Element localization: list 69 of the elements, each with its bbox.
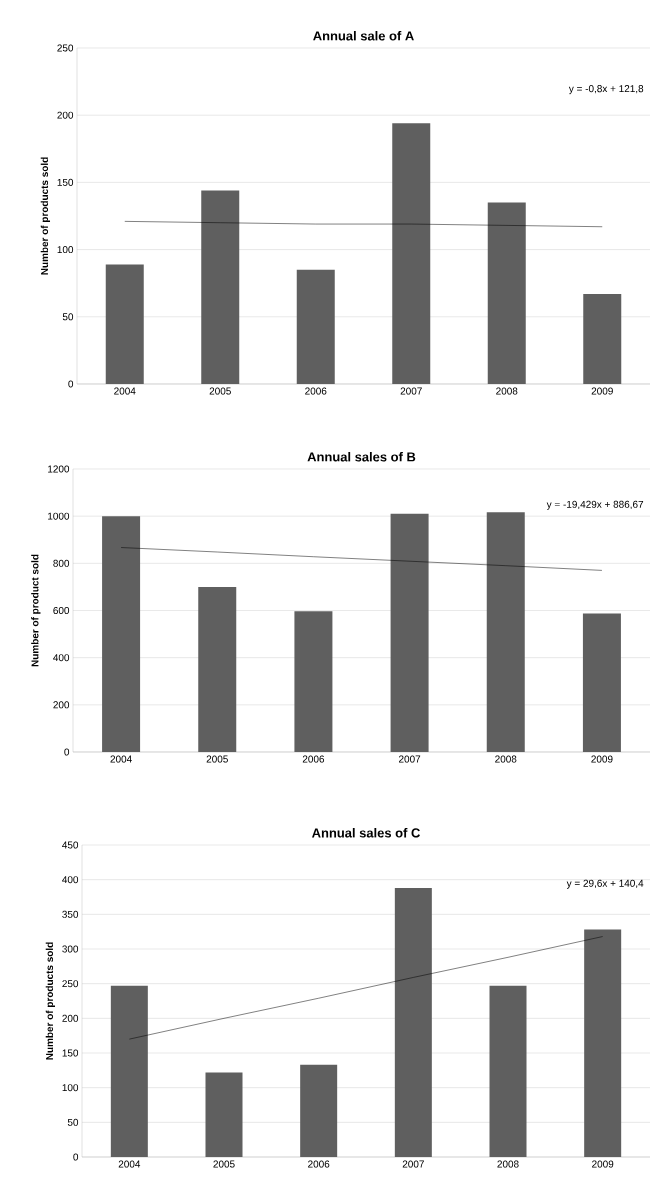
chart-title: Annual sales of C [311, 827, 420, 838]
bar [205, 1072, 243, 1157]
line-series [129, 936, 603, 1040]
x-tick-label: 2005 [206, 755, 228, 763]
y-tick-label: 800 [53, 559, 70, 567]
bar [489, 985, 527, 1157]
annotation: y = -19,429x + 886,67 [546, 500, 644, 510]
y-tick-label: 1200 [48, 465, 70, 473]
bar [105, 264, 144, 384]
bar [102, 516, 141, 752]
bar [390, 513, 429, 752]
x-tick-label: 2007 [402, 1160, 424, 1168]
x-tick-label: 2006 [302, 755, 325, 763]
bar [583, 293, 622, 384]
y-tick-label: 0 [73, 1153, 79, 1161]
chart-title: Annual sales of B [307, 451, 416, 462]
y-tick-label: 1000 [48, 512, 70, 520]
bar [294, 611, 333, 752]
x-tick-label: 2005 [213, 1160, 235, 1168]
x-tick-label: 2008 [497, 1160, 519, 1168]
y-tick-label: 600 [53, 606, 70, 615]
x-tick-label: 2006 [305, 387, 327, 395]
bar [394, 887, 432, 1157]
x-tick-label: 2006 [308, 1160, 330, 1168]
bar [584, 929, 622, 1157]
y-tick-label: 200 [57, 111, 74, 119]
y-tick-label: 400 [53, 654, 70, 662]
bar [201, 190, 240, 384]
annotation: y = -0,8x + 121,8 [568, 85, 644, 95]
y-axis-title: Number of products sold [45, 942, 56, 1060]
x-tick-label: 2004 [110, 755, 132, 763]
annotation: y = 29,6x + 140,4 [566, 879, 644, 889]
x-tick-label: 2008 [496, 387, 518, 395]
y-tick-label: 50 [67, 1118, 79, 1126]
bar [392, 123, 431, 384]
y-axis-title: Number of products sold [40, 157, 51, 275]
x-tick-label: 2009 [591, 755, 613, 763]
bar [487, 202, 526, 384]
x-tick-label: 2009 [591, 387, 613, 395]
y-tick-label: 150 [57, 178, 74, 186]
bar [582, 613, 621, 752]
y-tick-label: 100 [57, 246, 74, 254]
x-tick-label: 2007 [400, 387, 422, 395]
y-tick-label: 350 [62, 910, 79, 918]
x-tick-label: 2004 [118, 1160, 141, 1168]
y-tick-label: 100 [62, 1084, 79, 1092]
x-tick-label: 2007 [399, 755, 421, 763]
y-tick-label: 450 [62, 841, 79, 849]
x-tick-label: 2004 [114, 387, 136, 395]
x-tick-label: 2008 [495, 755, 517, 763]
y-tick-label: 300 [62, 945, 79, 953]
y-tick-label: 400 [62, 876, 79, 884]
y-tick-label: 250 [62, 980, 79, 988]
bar [198, 586, 237, 752]
bar [486, 512, 525, 752]
y-tick-label: 150 [62, 1049, 79, 1057]
x-tick-label: 2005 [209, 387, 231, 395]
bar [300, 1064, 338, 1157]
y-tick-label: 0 [68, 380, 74, 388]
y-tick-label: 200 [53, 701, 70, 709]
x-tick-label: 2009 [592, 1160, 614, 1168]
chart-title: Annual sale of A [313, 30, 414, 41]
y-tick-label: 50 [62, 313, 74, 321]
bar [296, 269, 335, 384]
y-tick-label: 250 [57, 44, 74, 52]
y-tick-label: 0 [64, 748, 70, 756]
y-axis-title: Number of product sold [31, 554, 41, 667]
y-tick-label: 200 [62, 1014, 79, 1022]
bar [110, 985, 148, 1157]
